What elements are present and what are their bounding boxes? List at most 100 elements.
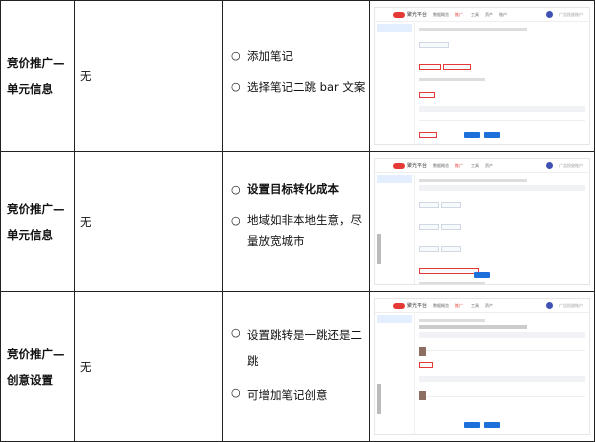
- row-title: 竞价推广— 单元信息: [7, 50, 70, 102]
- nav-item: 账户: [499, 12, 507, 17]
- bullet-item: ○ 地域如非本地生意，尽量放宽城市: [231, 210, 367, 252]
- screenshot-thumbnail: 聚光平台 数据概览 推广 工具 资产 广告投放账户: [374, 298, 590, 435]
- row-value-cell: 无: [74, 292, 222, 441]
- primary-button: [464, 132, 480, 138]
- text-line: [419, 78, 486, 81]
- brand-logo-icon: [393, 163, 405, 169]
- nav-item: 资产: [485, 303, 493, 308]
- main-panel: [419, 25, 585, 142]
- nav-item: 资产: [485, 12, 493, 17]
- sidebar-item: [377, 51, 412, 59]
- bullet-list: ○ 设置目标转化成本 ○ 地域如非本地生意，尽量放宽城市: [231, 179, 367, 261]
- field: [441, 201, 461, 208]
- sidebar: [375, 174, 415, 284]
- avatar: [546, 162, 553, 169]
- bullet-list: ○ 添加笔记 ○ 选择笔记二跳 bar 文案: [231, 45, 367, 107]
- sidebar-item: [377, 333, 412, 341]
- nav-item: 资产: [485, 163, 493, 168]
- app-topbar: 聚光平台 数据概览 推广 工具 资产 广告投放账户: [375, 159, 589, 173]
- sidebar-scroll: [377, 384, 381, 414]
- field: [419, 41, 449, 48]
- sidebar-item: [377, 184, 412, 192]
- table-row: 竞价推广— 创意设置 无 ○ 设置跳转是一跳还是二跳 ○ 可增加笔记创意 聚光平台 …: [0, 292, 595, 442]
- table-head: [419, 106, 585, 112]
- nav-item: 工具: [471, 163, 479, 168]
- screenshot-cell: 聚光平台 数据概览 推广 工具 资产 账户 广告投放账户: [369, 1, 595, 151]
- bullet-circle-icon: ○: [231, 49, 241, 62]
- row-title: 竞价推广— 单元信息: [7, 196, 70, 248]
- nav-item: 数据概览: [433, 12, 449, 17]
- sidebar-item: [377, 315, 412, 323]
- row-value: 无: [80, 359, 92, 374]
- table-row: 竞价推广— 单元信息 无 ○ 添加笔记 ○ 选择笔记二跳 bar 文案 聚光平台 数…: [0, 0, 595, 152]
- nav-item-active: 推广: [455, 303, 463, 308]
- app-topbar: 聚光平台 数据概览 推广 工具 资产 账户 广告投放账户: [375, 8, 589, 22]
- brand-name: 聚光平台: [407, 303, 428, 309]
- screenshot-thumbnail: 聚光平台 数据概览 推广 工具 资产 账户 广告投放账户: [374, 7, 590, 145]
- sidebar-item: [377, 42, 412, 50]
- action-buttons: [474, 272, 490, 278]
- sidebar-item: [377, 211, 412, 219]
- text-line: [419, 282, 486, 284]
- nav-item-active: 推广: [455, 163, 463, 168]
- bullet-text: 地域如非本地生意，尽量放宽城市: [247, 213, 362, 248]
- bullet-item: ○ 设置目标转化成本: [231, 179, 367, 201]
- bullet-item: ○ 选择笔记二跳 bar 文案: [231, 76, 367, 98]
- sidebar-item: [377, 69, 412, 77]
- bullet-circle-icon: ○: [231, 326, 241, 339]
- table-row: [419, 341, 585, 356]
- avatar: [546, 11, 553, 18]
- field: [419, 223, 439, 230]
- sidebar-item: [377, 60, 412, 68]
- row-title-cell: 竞价推广— 创意设置: [0, 292, 74, 441]
- bullet-text: 设置跳转是一跳还是二跳: [247, 328, 362, 368]
- nav-item: 数据概览: [433, 163, 449, 168]
- bullet-circle-icon: ○: [231, 183, 241, 196]
- sidebar-item: [377, 24, 412, 32]
- table-row: 竞价推广— 单元信息 无 ○ 设置目标转化成本 ○ 地域如非本地生意，尽量放宽城市 …: [0, 152, 595, 292]
- field: [419, 245, 439, 252]
- brand-name: 聚光平台: [407, 12, 428, 18]
- note-cover-image: [419, 391, 426, 400]
- screenshot-thumbnail: 聚光平台 数据概览 推广 工具 资产 广告投放账户: [374, 158, 590, 285]
- row-title-line: 创意设置: [7, 372, 53, 387]
- row-title-line: 竞价推广—: [7, 346, 65, 361]
- sidebar-item: [377, 220, 412, 228]
- bullet-item: ○ 可增加笔记创意: [231, 382, 367, 408]
- nav-item-active: 推广: [455, 12, 463, 17]
- row-title-cell: 竞价推广— 单元信息: [0, 1, 74, 151]
- bullet-text: 添加笔记: [247, 49, 293, 63]
- highlighted-field: [419, 131, 437, 138]
- account-name: 广告投放账户: [559, 303, 583, 308]
- screenshot-cell: 聚光平台 数据概览 推广 工具 资产 广告投放账户: [369, 292, 595, 441]
- target-cost-field: [419, 267, 479, 274]
- table-head: [419, 376, 585, 382]
- main-panel: [419, 176, 585, 284]
- highlighted-option: [443, 63, 471, 70]
- sidebar-scroll: [377, 234, 381, 264]
- row-title: 竞价推广— 创意设置: [7, 341, 70, 393]
- sidebar-item: [377, 202, 412, 210]
- primary-button: [474, 272, 490, 278]
- row-title-line: 单元信息: [7, 227, 53, 242]
- brand-logo-icon: [393, 303, 405, 309]
- row-notes-cell: ○ 添加笔记 ○ 选择笔记二跳 bar 文案: [222, 1, 369, 151]
- brand-logo-icon: [393, 12, 405, 18]
- secondary-button: [484, 132, 500, 138]
- action-buttons: [464, 132, 500, 138]
- secondary-button: [484, 422, 500, 428]
- row-notes-cell: ○ 设置跳转是一跳还是二跳 ○ 可增加笔记创意: [222, 292, 369, 441]
- bullet-item: ○ 添加笔记: [231, 45, 367, 67]
- brand-name: 聚光平台: [407, 163, 428, 169]
- nav-item: 工具: [471, 12, 479, 17]
- field: [441, 223, 461, 230]
- bullet-list: ○ 设置跳转是一跳还是二跳 ○ 可增加笔记创意: [231, 322, 367, 416]
- add-creative-button: [419, 361, 433, 368]
- bullet-circle-icon: ○: [231, 80, 241, 93]
- row-title-cell: 竞价推广— 单元信息: [0, 152, 74, 291]
- note-cover-image: [419, 347, 426, 356]
- row-value-cell: 无: [74, 1, 222, 151]
- row-title-line: 单元信息: [7, 82, 53, 96]
- bullet-circle-icon: ○: [231, 214, 241, 227]
